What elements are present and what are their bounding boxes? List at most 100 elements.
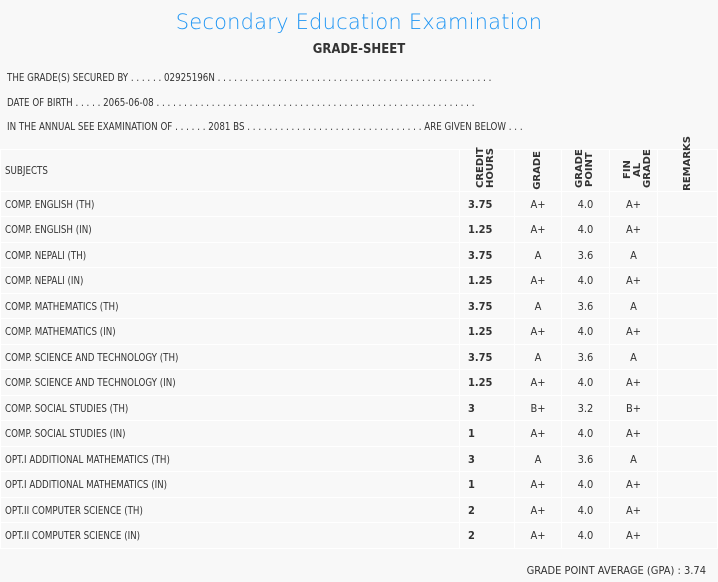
grade-cell: A+ [514, 267, 562, 294]
credit-hours-cell: 3 [459, 445, 515, 473]
grade-cell: A+ [514, 216, 562, 243]
remarks-cell [657, 394, 718, 422]
col-grade-point: GRADE POINT [561, 149, 610, 192]
subject-cell: COMP. SCIENCE AND TECHNOLOGY (IN) [0, 369, 460, 396]
subject-cell: COMP. NEPALI (TH) [0, 241, 460, 269]
credit-hours-cell: 3.75 [459, 343, 515, 371]
credit-hours-cell: 2 [459, 522, 515, 549]
grade-point-cell: 4.0 [561, 267, 610, 294]
table-row: COMP. SCIENCE AND TECHNOLOGY (IN) 1.25 A… [0, 369, 718, 396]
subject-cell: OPT.II COMPUTER SCIENCE (IN) [0, 522, 460, 549]
subject-cell: OPT.I ADDITIONAL MATHEMATICS (TH) [0, 445, 460, 473]
grade-point-cell: 3.6 [561, 241, 610, 269]
table-row: COMP. NEPALI (IN) 1.25 A+ 4.0 A+ [0, 267, 718, 294]
remarks-cell [657, 267, 718, 294]
remarks-cell [657, 471, 718, 498]
grade-point-cell: 4.0 [561, 522, 610, 549]
final-grade-cell: A+ [609, 190, 658, 218]
final-grade-cell: A+ [609, 369, 658, 396]
grade-point-cell: 3.6 [561, 445, 610, 473]
credit-hours-cell: 1.25 [459, 318, 515, 345]
credit-hours-cell: 1 [459, 420, 515, 447]
subject-cell: COMP. MATHEMATICS (TH) [0, 292, 460, 320]
table-row: OPT.I ADDITIONAL MATHEMATICS (IN) 1 A+ 4… [0, 471, 718, 498]
col-grade: GRADE [514, 149, 562, 192]
grade-cell: B+ [514, 394, 562, 422]
subject-cell: COMP. SCIENCE AND TECHNOLOGY (TH) [0, 343, 460, 371]
remarks-cell [657, 522, 718, 549]
remarks-cell [657, 445, 718, 473]
grade-cell: A+ [514, 369, 562, 396]
table-row: COMP. SOCIAL STUDIES (TH) 3 B+ 3.2 B+ [0, 394, 718, 422]
subject-cell: COMP. MATHEMATICS (IN) [0, 318, 460, 345]
grade-point-cell: 4.0 [561, 216, 610, 243]
remarks-cell [657, 318, 718, 345]
credit-hours-cell: 1.25 [459, 267, 515, 294]
table-row: OPT.I ADDITIONAL MATHEMATICS (TH) 3 A 3.… [0, 445, 718, 473]
secured-by-line: THE GRADE(S) SECURED BY . . . . . . 0292… [7, 71, 492, 84]
table-row: COMP. ENGLISH (IN) 1.25 A+ 4.0 A+ [0, 216, 718, 243]
grade-sheet-heading: GRADE-SHEET [312, 42, 406, 57]
table-row: COMP. ENGLISH (TH) 3.75 A+ 4.0 A+ [0, 190, 718, 218]
final-grade-cell: A+ [609, 471, 658, 498]
table-row: COMP. MATHEMATICS (IN) 1.25 A+ 4.0 A+ [0, 318, 718, 345]
credit-hours-cell: 3 [459, 394, 515, 422]
grade-point-cell: 3.6 [561, 343, 610, 371]
page-title: Secondary Education Examination [175, 10, 543, 34]
grade-point-cell: 4.0 [561, 420, 610, 447]
table-header: SUBJECTS CREDIT HOURS GRADE GRADE POINT … [0, 136, 718, 192]
grade-point-cell: 4.0 [561, 369, 610, 396]
grade-cell: A+ [514, 522, 562, 549]
grade-cell: A [514, 292, 562, 320]
grade-cell: A+ [514, 318, 562, 345]
table-row: COMP. SCIENCE AND TECHNOLOGY (TH) 3.75 A… [0, 343, 718, 371]
grade-cell: A [514, 343, 562, 371]
grade-cell: A+ [514, 496, 562, 524]
grade-cell: A+ [514, 420, 562, 447]
grade-point-cell: 4.0 [561, 471, 610, 498]
final-grade-cell: A [609, 445, 658, 473]
exam-line: IN THE ANNUAL SEE EXAMINATION OF . . . .… [7, 120, 523, 133]
final-grade-cell: A+ [609, 318, 658, 345]
remarks-cell [657, 343, 718, 371]
credit-hours-cell: 2 [459, 496, 515, 524]
final-grade-cell: A+ [609, 522, 658, 549]
final-grade-cell: A [609, 292, 658, 320]
subject-cell: COMP. ENGLISH (TH) [0, 190, 460, 218]
remarks-cell [657, 216, 718, 243]
final-grade-cell: A [609, 241, 658, 269]
final-grade-cell: A [609, 343, 658, 371]
table-row: COMP. MATHEMATICS (TH) 3.75 A 3.6 A [0, 292, 718, 320]
remarks-cell [657, 241, 718, 269]
gpa-summary: GRADE POINT AVERAGE (GPA) : 3.74 [526, 564, 706, 577]
final-grade-cell: A+ [609, 267, 658, 294]
final-grade-cell: A+ [609, 216, 658, 243]
grade-point-cell: 4.0 [561, 318, 610, 345]
subject-cell: OPT.II COMPUTER SCIENCE (TH) [0, 496, 460, 524]
subject-cell: COMP. NEPALI (IN) [0, 267, 460, 294]
grade-cell: A [514, 445, 562, 473]
credit-hours-cell: 3.75 [459, 190, 515, 218]
grade-cell: A+ [514, 471, 562, 498]
credit-hours-cell: 1.25 [459, 369, 515, 396]
grade-point-cell: 4.0 [561, 496, 610, 524]
subject-cell: COMP. SOCIAL STUDIES (IN) [0, 420, 460, 447]
col-remarks: REMARKS [657, 136, 718, 192]
subject-cell: COMP. ENGLISH (IN) [0, 216, 460, 243]
date-of-birth-line: DATE OF BIRTH . . . . . 2065-06-08 . . .… [7, 96, 475, 109]
subject-cell: OPT.I ADDITIONAL MATHEMATICS (IN) [0, 471, 460, 498]
col-subjects: SUBJECTS [0, 149, 460, 192]
credit-hours-cell: 1 [459, 471, 515, 498]
grade-cell: A+ [514, 190, 562, 218]
table-row: OPT.II COMPUTER SCIENCE (TH) 2 A+ 4.0 A+ [0, 496, 718, 524]
subject-cell: COMP. SOCIAL STUDIES (TH) [0, 394, 460, 422]
remarks-cell [657, 292, 718, 320]
grade-cell: A [514, 241, 562, 269]
credit-hours-cell: 3.75 [459, 241, 515, 269]
remarks-cell [657, 190, 718, 218]
grades-table: SUBJECTS CREDIT HOURS GRADE GRADE POINT … [0, 136, 718, 549]
remarks-cell [657, 420, 718, 447]
grade-point-cell: 4.0 [561, 190, 610, 218]
final-grade-cell: B+ [609, 394, 658, 422]
grade-point-cell: 3.2 [561, 394, 610, 422]
